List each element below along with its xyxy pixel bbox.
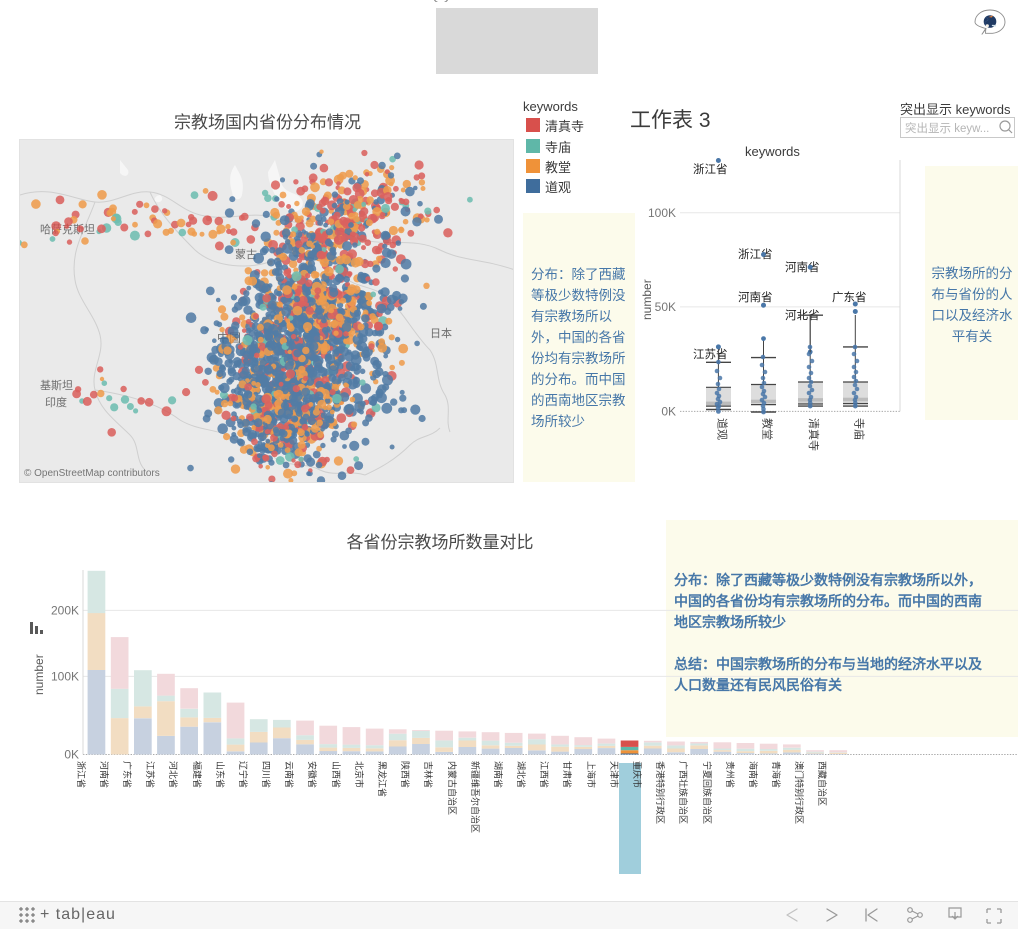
svg-text:50K: 50K	[655, 300, 676, 314]
svg-text:河南省: 河南省	[785, 260, 820, 274]
svg-text:寺庙: 寺庙	[852, 418, 866, 440]
svg-text:浙江省: 浙江省	[738, 248, 773, 261]
svg-text:日本: 日本	[430, 326, 452, 340]
svg-text:河南省: 河南省	[738, 290, 773, 304]
svg-text:教堂: 教堂	[761, 418, 774, 440]
svg-text:200K: 200K	[51, 603, 79, 617]
svg-text:0K: 0K	[64, 748, 79, 762]
svg-text:浙江省: 浙江省	[693, 163, 728, 176]
svg-text:100K: 100K	[51, 669, 79, 683]
svg-text:100K: 100K	[648, 206, 676, 220]
svg-text:道观: 道观	[715, 418, 729, 440]
svg-text:广东省: 广东省	[832, 291, 867, 304]
svg-text:清真寺: 清真寺	[807, 418, 821, 451]
svg-text:基斯坦: 基斯坦	[40, 378, 73, 392]
svg-text:江苏省: 江苏省	[693, 348, 728, 361]
svg-text:0K: 0K	[661, 404, 676, 418]
svg-text:印度: 印度	[45, 395, 67, 409]
